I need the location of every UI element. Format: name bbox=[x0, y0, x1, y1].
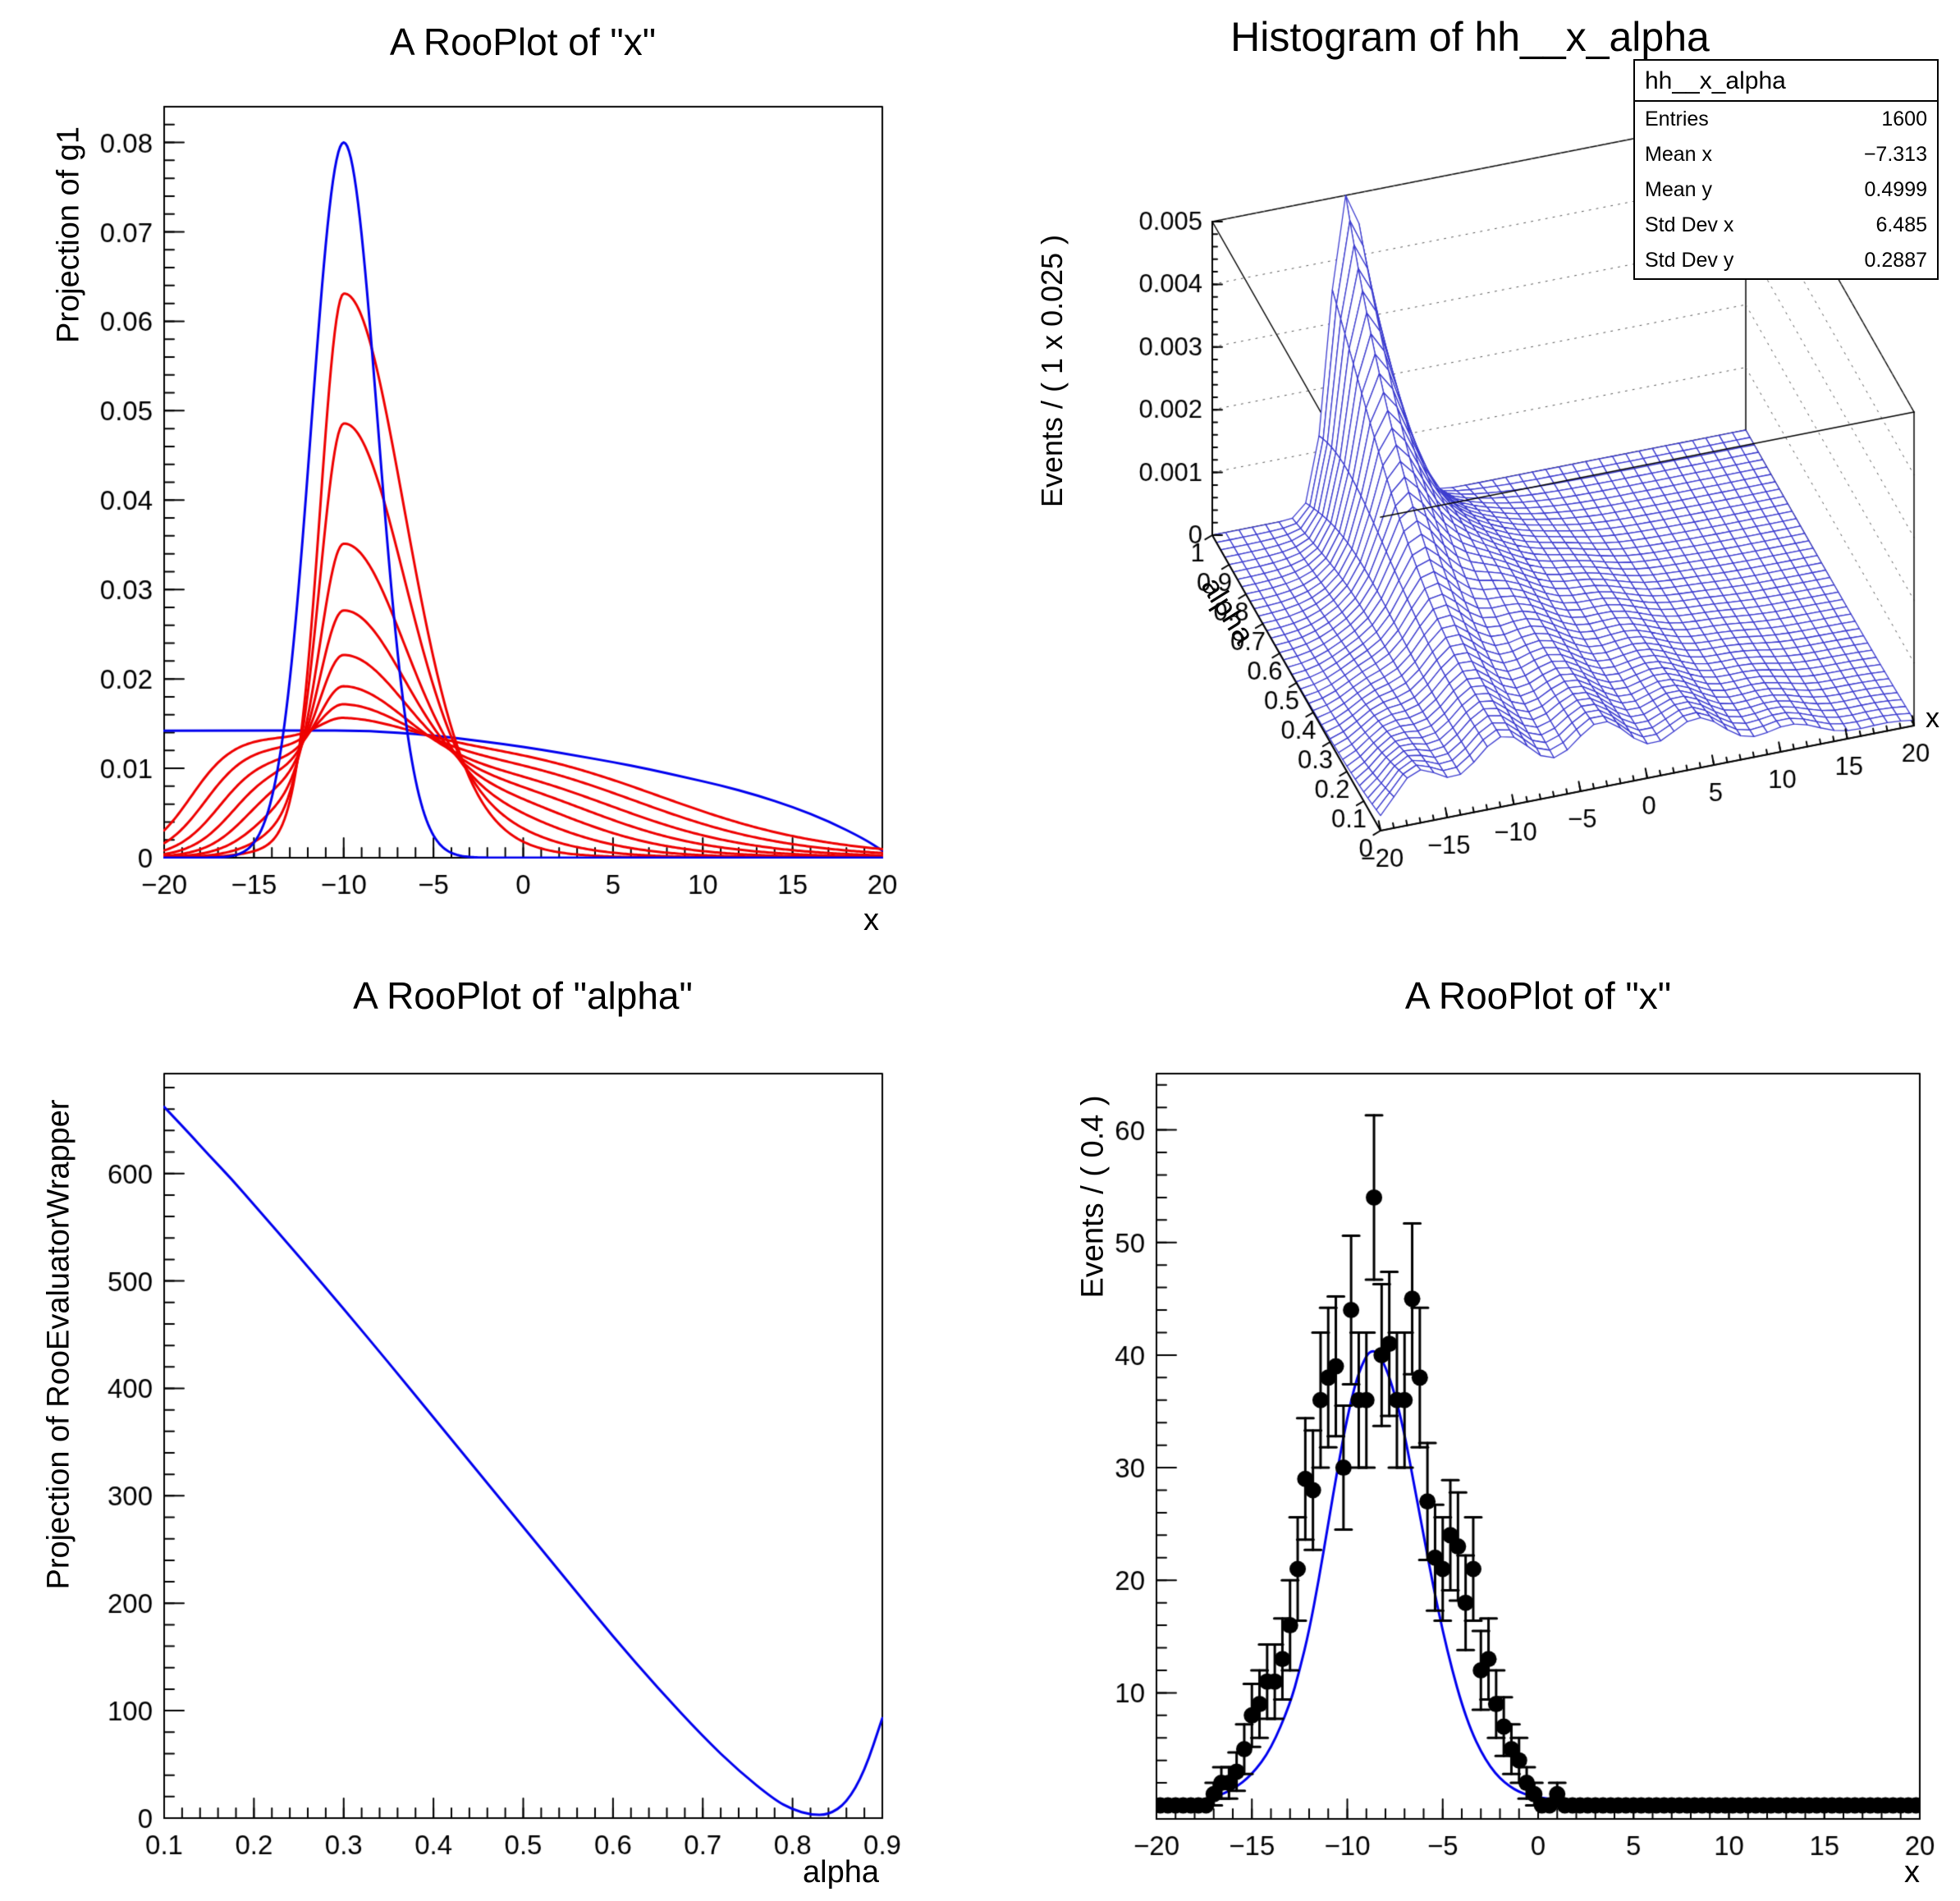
stat-label: Mean y bbox=[1645, 178, 1712, 201]
stats-row-stddev-y: Std Dev y 0.2887 bbox=[1635, 243, 1937, 278]
y-axis-title: Projection of RooEvaluatorWrapper bbox=[41, 1099, 76, 1590]
rooplot-x-fit-canvas bbox=[980, 950, 1960, 1901]
panel-rooplot-x-fit: A RooPlot of "x" Events / ( 0.4 ) x bbox=[980, 950, 1960, 1901]
y-axis-title: Projection of g1 bbox=[51, 126, 86, 344]
plot-title: A RooPlot of "alpha" bbox=[353, 974, 693, 1017]
stat-value: 1600 bbox=[1881, 108, 1927, 131]
plot-title: A RooPlot of "x" bbox=[389, 21, 657, 63]
stats-row-mean-y: Mean y 0.4999 bbox=[1635, 172, 1937, 208]
z-axis-title: Events / ( 1 x 0.025 ) bbox=[1035, 234, 1069, 508]
stat-label: Std Dev x bbox=[1645, 213, 1734, 236]
panel-rooplot-x-slices: A RooPlot of "x" Projection of g1 x bbox=[0, 0, 980, 950]
stats-box: hh__x_alpha Entries 1600 Mean x −7.313 M… bbox=[1633, 59, 1939, 280]
stats-row-stddev-x: Std Dev x 6.485 bbox=[1635, 208, 1937, 243]
panel-surface-histogram: Histogram of hh__x_alpha Events / ( 1 x … bbox=[980, 0, 1960, 950]
stats-title: hh__x_alpha bbox=[1635, 61, 1937, 102]
stat-value: 0.4999 bbox=[1864, 178, 1927, 201]
stat-label: Std Dev y bbox=[1645, 249, 1734, 272]
stat-label: Entries bbox=[1645, 108, 1709, 131]
stat-value: 0.2887 bbox=[1864, 249, 1927, 272]
stat-value: 6.485 bbox=[1875, 213, 1927, 236]
stat-value: −7.313 bbox=[1863, 143, 1927, 166]
stats-row-mean-x: Mean x −7.313 bbox=[1635, 137, 1937, 172]
x-axis-title: x bbox=[1926, 703, 1939, 734]
stats-row-entries: Entries 1600 bbox=[1635, 102, 1937, 137]
x-axis-title: x bbox=[1904, 1855, 1920, 1890]
panel-rooplot-alpha: A RooPlot of "alpha" Projection of RooEv… bbox=[0, 950, 980, 1901]
x-axis-title: x bbox=[863, 903, 879, 937]
rooplot-alpha-canvas bbox=[0, 950, 980, 1901]
plot-title: A RooPlot of "x" bbox=[1404, 974, 1672, 1017]
rooplot-x-slices-canvas bbox=[0, 0, 980, 950]
x-axis-title: alpha bbox=[803, 1855, 879, 1890]
plot-title: Histogram of hh__x_alpha bbox=[1230, 14, 1710, 60]
stat-label: Mean x bbox=[1645, 143, 1712, 166]
y-axis-title: Events / ( 0.4 ) bbox=[1075, 1095, 1111, 1299]
